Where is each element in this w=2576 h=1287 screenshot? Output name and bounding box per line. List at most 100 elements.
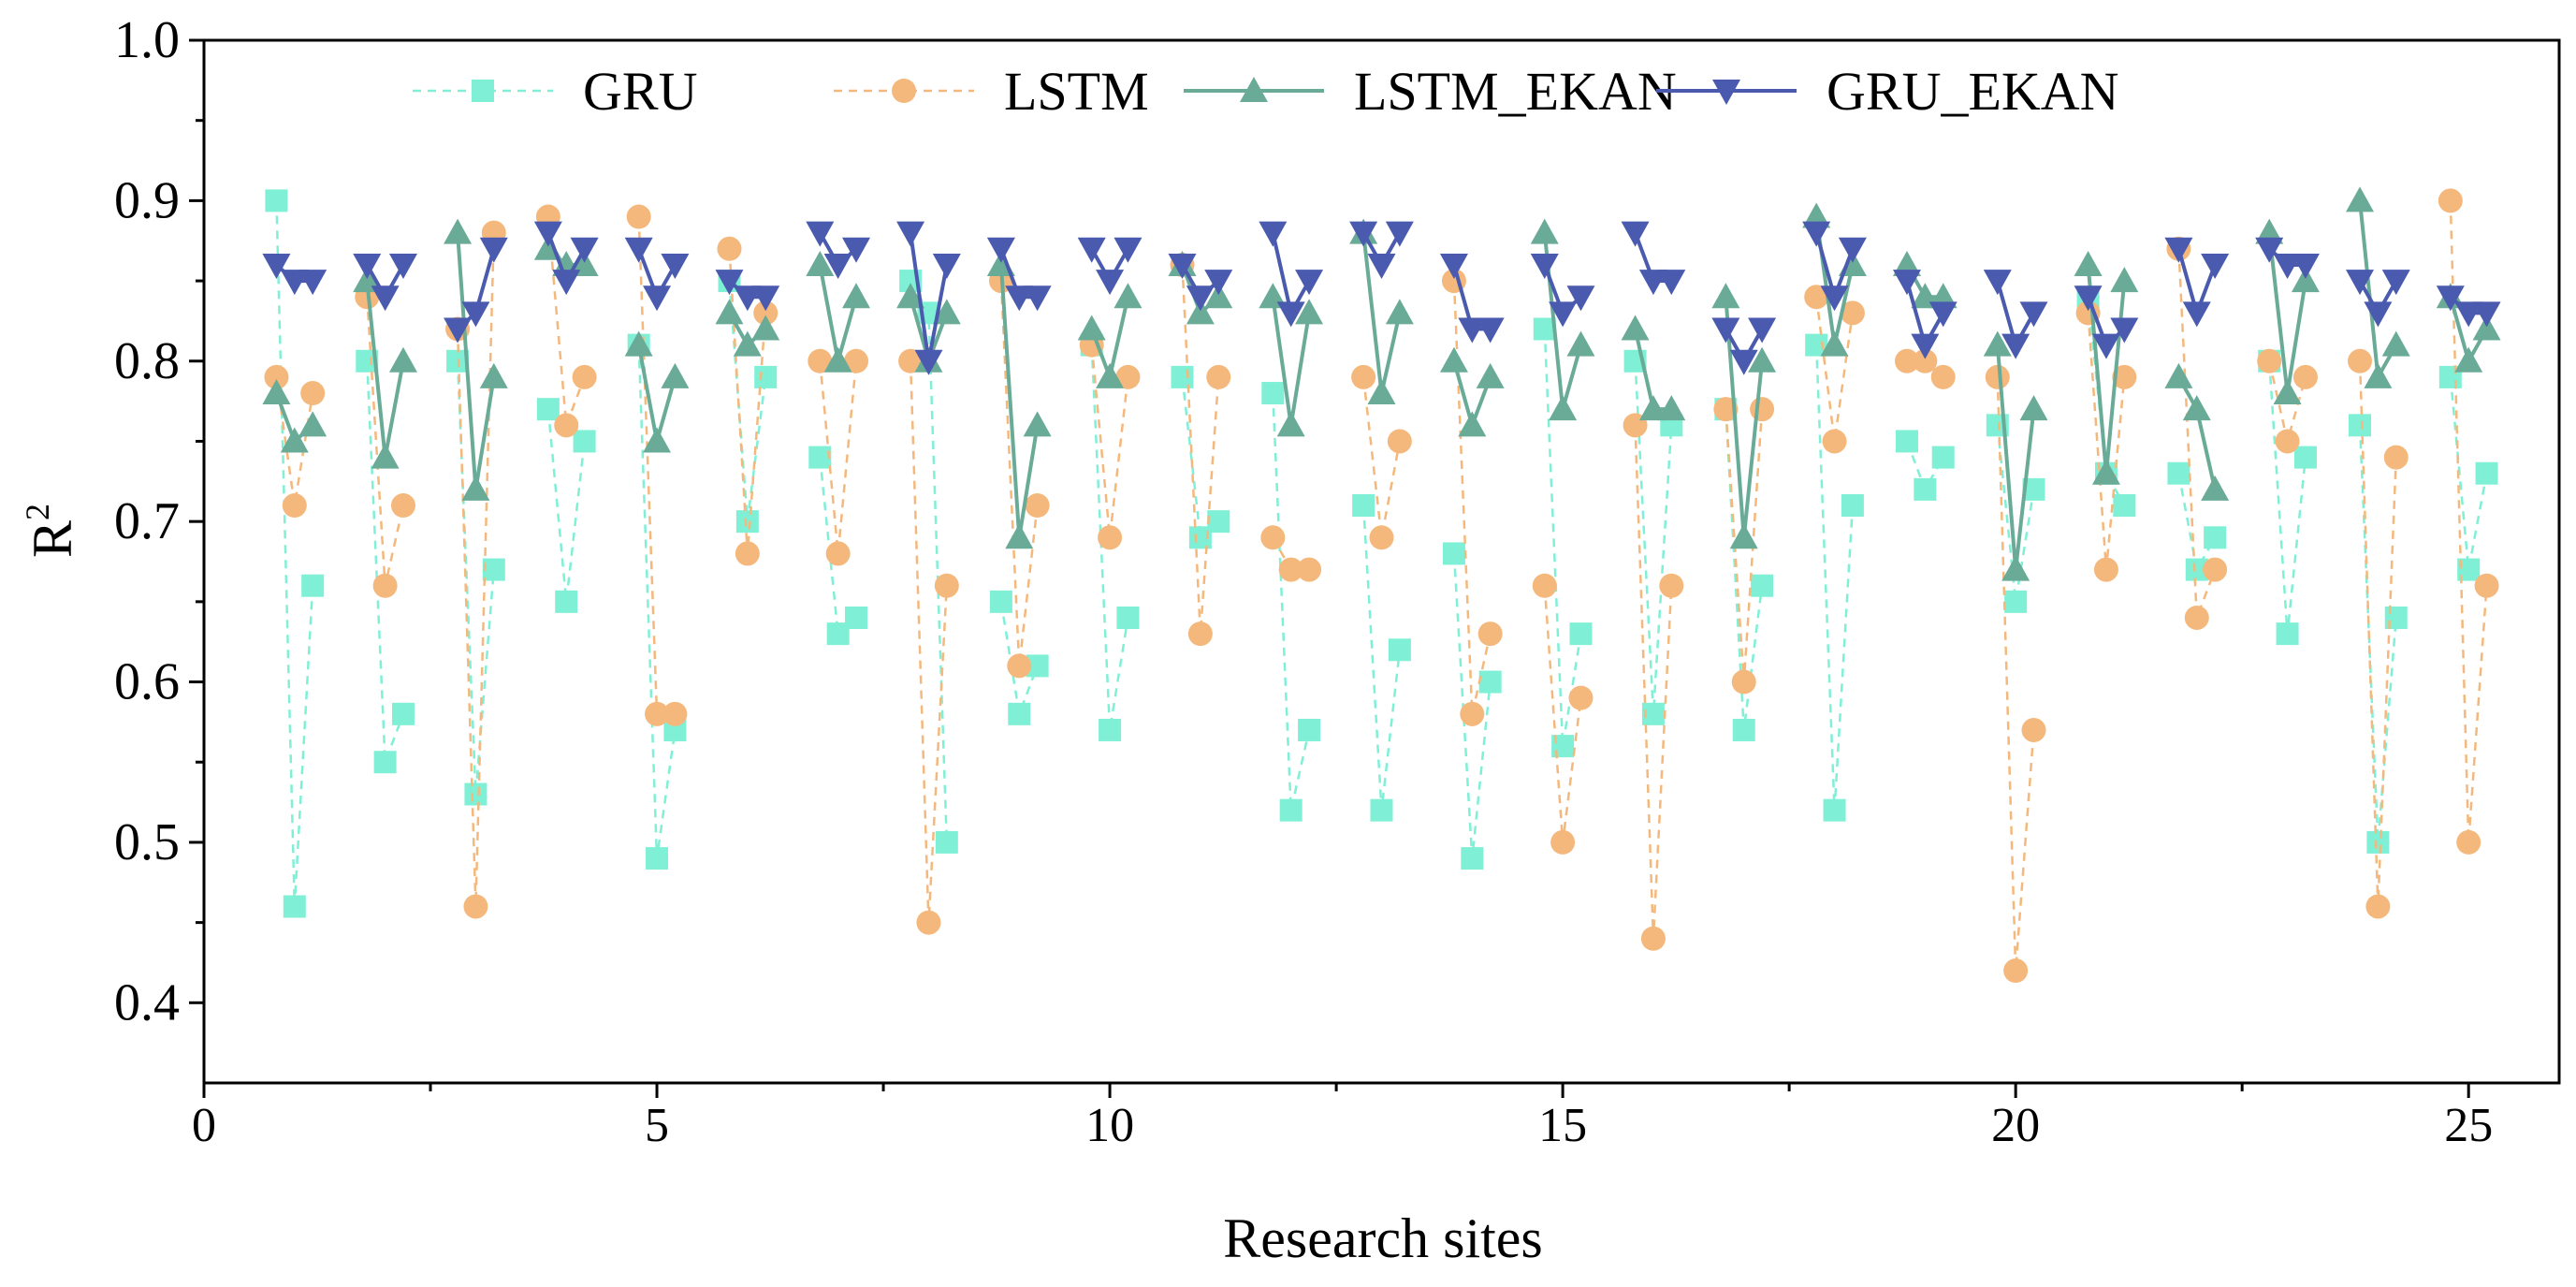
- data-point: [1098, 525, 1123, 550]
- plot-frame: [202, 38, 2561, 1085]
- series-line-segment: [1361, 376, 1402, 538]
- data-point: [1276, 301, 1305, 328]
- data-point: [371, 443, 400, 469]
- x-tick-label: 10: [1085, 1099, 1134, 1152]
- legend-marker-gru-ekan: [1712, 80, 1740, 105]
- data-point: [1729, 349, 1758, 375]
- data-point: [1621, 314, 1650, 341]
- data-point: [808, 446, 832, 469]
- data-point: [1549, 301, 1578, 328]
- data-point: [1187, 622, 1213, 647]
- data-point: [1713, 397, 1739, 422]
- data-point: [1840, 300, 1865, 326]
- data-point: [823, 346, 852, 373]
- data-point: [2475, 461, 2498, 485]
- data-point: [555, 590, 578, 613]
- series-line-segment: [1996, 376, 2035, 972]
- data-point: [572, 364, 597, 389]
- data-point: [1640, 926, 1666, 951]
- data-point: [1007, 653, 1032, 679]
- data-point: [898, 348, 924, 373]
- data-point: [1186, 285, 1215, 312]
- data-point: [2293, 446, 2317, 469]
- data-point: [479, 362, 508, 388]
- data-point: [301, 574, 325, 597]
- data-point: [1530, 218, 1559, 244]
- data-point: [1113, 237, 1142, 263]
- data-point: [2273, 253, 2302, 279]
- legend-marker-lstm: [892, 79, 916, 103]
- series-gru-ekan: [262, 221, 2501, 375]
- data-point: [2019, 395, 2048, 421]
- data-point: [842, 283, 871, 309]
- data-point: [388, 346, 417, 373]
- y-tick-label: 0.8: [114, 332, 180, 390]
- data-point: [461, 475, 490, 501]
- data-point: [1894, 348, 1919, 373]
- data-point: [2381, 270, 2410, 296]
- data-point: [2201, 475, 2230, 501]
- data-point: [1116, 606, 1140, 629]
- data-point: [1659, 573, 1684, 598]
- data-point: [388, 253, 417, 279]
- data-point: [1530, 253, 1559, 279]
- data-point: [2182, 395, 2211, 421]
- data-point: [1476, 317, 1505, 344]
- data-point: [808, 348, 833, 373]
- data-point: [463, 894, 488, 919]
- data-point: [554, 413, 579, 438]
- data-point: [2292, 364, 2318, 389]
- legend: GRU LSTM LSTM_EKAN GRU_EKAN: [413, 61, 2119, 122]
- data-point: [932, 253, 961, 279]
- data-point: [1748, 346, 1777, 373]
- data-point: [2454, 346, 2483, 373]
- data-point: [1261, 382, 1285, 405]
- data-point: [1295, 270, 1324, 296]
- data-point: [464, 782, 488, 806]
- data-point: [935, 830, 958, 854]
- data-point: [573, 430, 596, 453]
- data-point: [1005, 523, 1034, 549]
- data-point: [1838, 237, 1867, 263]
- legend-label-lstm-ekan: LSTM_EKAN: [1354, 61, 1677, 122]
- data-point: [1206, 364, 1231, 389]
- series-line-segment: [1634, 425, 1673, 939]
- data-point: [1985, 364, 2010, 389]
- data-point: [2074, 250, 2103, 276]
- data-point: [1370, 798, 1393, 822]
- data-point: [1349, 221, 1378, 247]
- data-point: [1732, 718, 1755, 741]
- x-tick-label: 0: [192, 1099, 216, 1152]
- data-point: [2291, 267, 2320, 293]
- data-point: [1566, 285, 1595, 312]
- series-line-segment: [1181, 264, 1220, 635]
- series-line-segment: [1543, 329, 1582, 747]
- data-point: [715, 299, 744, 325]
- data-point: [280, 270, 309, 296]
- data-point: [643, 427, 672, 453]
- data-point: [2349, 414, 2372, 437]
- data-point: [2164, 362, 2193, 388]
- data-point: [645, 701, 670, 726]
- data-point: [1458, 411, 1487, 437]
- data-point: [1369, 525, 1394, 550]
- data-point: [1204, 270, 1233, 296]
- data-point: [1892, 270, 1921, 296]
- data-point: [733, 330, 762, 357]
- data-point: [1023, 411, 1052, 437]
- data-point: [1657, 270, 1686, 296]
- data-point: [1023, 285, 1052, 312]
- data-point: [1458, 317, 1487, 344]
- data-point: [2436, 285, 2465, 312]
- data-point: [1823, 798, 1846, 822]
- data-point: [1914, 477, 1937, 501]
- data-point: [2348, 348, 2373, 373]
- data-point: [1568, 685, 1594, 710]
- data-point: [1569, 622, 1593, 646]
- data-point: [1171, 365, 1194, 388]
- data-point: [1751, 574, 1774, 597]
- data-point: [353, 253, 382, 279]
- data-point: [2001, 333, 2030, 359]
- data-point: [2456, 829, 2481, 855]
- data-point: [2182, 301, 2211, 328]
